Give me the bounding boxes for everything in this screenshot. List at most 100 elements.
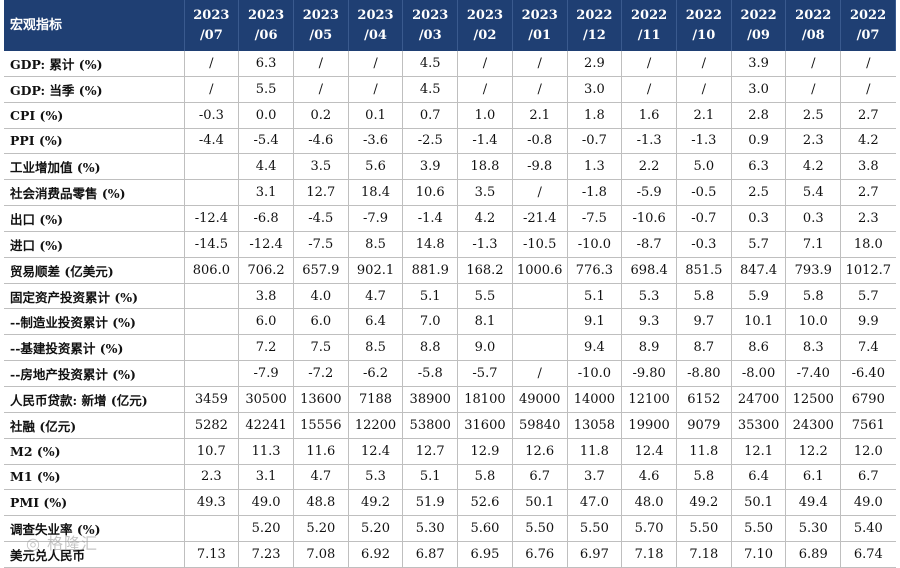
row-label: 社融 (亿元) (4, 412, 185, 439)
data-cell: 59840 (512, 412, 568, 439)
data-cell: 14.8 (402, 231, 459, 258)
data-cell: 0.9 (731, 128, 787, 155)
table-row: GDP: 当季 (%)/5.5//4.5//3.0//3.0// (4, 76, 896, 103)
row-label: 固定资产投资累计 (%) (4, 283, 185, 310)
data-cell: / (348, 76, 404, 103)
data-cell: 5.30 (402, 515, 459, 543)
data-cell: -8.7 (621, 231, 677, 258)
data-cell: 7.4 (840, 334, 896, 362)
data-cell: 9.7 (676, 308, 732, 336)
data-cell: -4.4 (184, 128, 240, 155)
data-cell: / (348, 51, 404, 77)
data-cell: 5.4 (785, 179, 842, 207)
data-cell: 851.5 (676, 257, 732, 284)
data-cell: 9079 (676, 412, 732, 439)
data-cell: -1.4 (457, 128, 513, 155)
table-row: --制造业投资累计 (%) 6.0 6.0 6.4 7.0 8.1 9.1 9.3 9.7 10.… (4, 308, 896, 336)
table-row: PPI (%) -4.4 -5.4 -4.6 -3.6 -2.5 -1.4 -0.8 -0.7-… (4, 128, 896, 155)
data-cell: -12.4 (238, 231, 294, 258)
data-cell: 698.4 (621, 257, 677, 284)
data-cell: 49.0 (238, 489, 294, 517)
data-cell: 5.5 (457, 283, 513, 310)
data-cell: 7561 (840, 412, 896, 439)
data-cell: 0.2 (293, 102, 349, 129)
data-cell: 7.10 (731, 541, 787, 568)
data-cell: 6.92 (348, 541, 404, 568)
period-year: 2022 (849, 7, 887, 23)
data-cell: 48.0 (621, 489, 677, 517)
data-cell: -0.8 (512, 128, 568, 155)
period-month: /05 (309, 27, 333, 43)
data-cell: 2.7 (840, 179, 896, 207)
macro-indicator-table: 宏观指标 2023/07 2023/06 2023/05 2023/04 2023/03… (4, 0, 896, 568)
table-row: 人民币贷款: 新增 (亿元) 3459 30500 13600 7188 38900 181… (4, 386, 896, 413)
data-cell: / (457, 76, 513, 103)
data-cell: 0.3 (785, 205, 842, 232)
table-row: M2 (%) 10.7 11.3 11.6 12.4 12.7 12.9 12.6 11.8 12… (4, 438, 896, 465)
data-cell: 168.2 (457, 257, 513, 284)
data-cell: 6152 (676, 386, 732, 413)
data-cell (512, 283, 568, 310)
data-cell: 6.1 (785, 464, 842, 491)
data-cell: 5.20 (238, 515, 294, 543)
data-cell (512, 308, 568, 336)
data-cell: 9.9 (840, 308, 896, 336)
data-cell: -4.5 (293, 205, 349, 232)
macro-indicator-table-container: 宏观指标 2023/07 2023/06 2023/05 2023/04 2023/03… (4, 0, 896, 568)
data-cell: 6790 (840, 386, 896, 413)
data-cell: 6.97 (567, 541, 623, 568)
data-cell: -0.3 (676, 231, 732, 258)
data-cell: 5.1 (567, 283, 623, 310)
data-cell: 12100 (621, 386, 677, 413)
data-cell: 5.60 (457, 515, 513, 543)
data-cell: 11.3 (238, 438, 294, 465)
data-cell: 6.4 (348, 308, 404, 336)
data-cell: 7.5 (293, 334, 349, 362)
data-cell: 3.5 (457, 179, 513, 207)
table-row: 美元兑人民币 7.13 7.23 7.08 6.92 6.87 6.95 6.76 6.97 7.… (4, 541, 896, 568)
data-cell: / (293, 51, 349, 77)
data-cell: -7.9 (238, 360, 294, 387)
data-cell: / (840, 51, 896, 77)
data-cell: 5.40 (840, 515, 896, 543)
table-row: PMI (%) 49.3 49.0 48.8 49.2 51.9 52.6 50.1 47.0 4… (4, 489, 896, 517)
period-month: /11 (637, 27, 661, 43)
data-cell: 18100 (457, 386, 513, 413)
data-cell: / (621, 76, 677, 103)
data-cell: 18.8 (457, 153, 513, 181)
period-year: 2022 (631, 7, 668, 23)
data-cell: 2.9 (567, 51, 623, 77)
table-header: 宏观指标 2023/07 2023/06 2023/05 2023/04 2023/03… (4, 0, 896, 51)
data-cell: 5.30 (785, 515, 842, 543)
data-cell: 1.0 (457, 102, 513, 129)
table-row: 贸易顺差 (亿美元) 806.0 706.2 657.9 902.1 881.9 168.2… (4, 257, 896, 284)
data-cell: -6.2 (348, 360, 404, 387)
table-row: 出口 (%) -12.4 -6.8 -4.5 -7.9 -1.4 4.2 -21.4 -7.5-… (4, 205, 896, 232)
data-cell: 2.2 (621, 153, 677, 181)
data-cell: 3459 (184, 386, 240, 413)
data-cell: 3.9 (402, 153, 459, 181)
header-period-cell: 2023/03 (402, 0, 459, 51)
data-cell: -1.3 (457, 231, 513, 258)
data-cell: 9.0 (457, 334, 513, 362)
header-period-cell: 2022/11 (621, 0, 677, 51)
data-cell: 793.9 (785, 257, 842, 284)
data-cell: -10.6 (621, 205, 677, 232)
data-cell: 4.2 (785, 153, 842, 181)
data-cell: 2.3 (184, 464, 240, 491)
data-cell: 50.1 (512, 489, 568, 517)
row-label: 出口 (%) (4, 205, 185, 232)
data-cell: -10.5 (512, 231, 568, 258)
data-cell: 3.9 (731, 51, 787, 77)
data-cell: 18.4 (348, 179, 404, 207)
data-cell: 24700 (731, 386, 787, 413)
row-label: PMI (%) (4, 489, 185, 517)
data-cell: 7.23 (238, 541, 294, 568)
header-period-cell: 2022/08 (785, 0, 842, 51)
data-cell: 5.8 (676, 283, 732, 310)
data-cell: 38900 (402, 386, 459, 413)
data-cell: 49.4 (785, 489, 842, 517)
data-cell: 49.2 (676, 489, 732, 517)
data-cell: -8.00 (731, 360, 787, 387)
data-cell: 53800 (402, 412, 459, 439)
